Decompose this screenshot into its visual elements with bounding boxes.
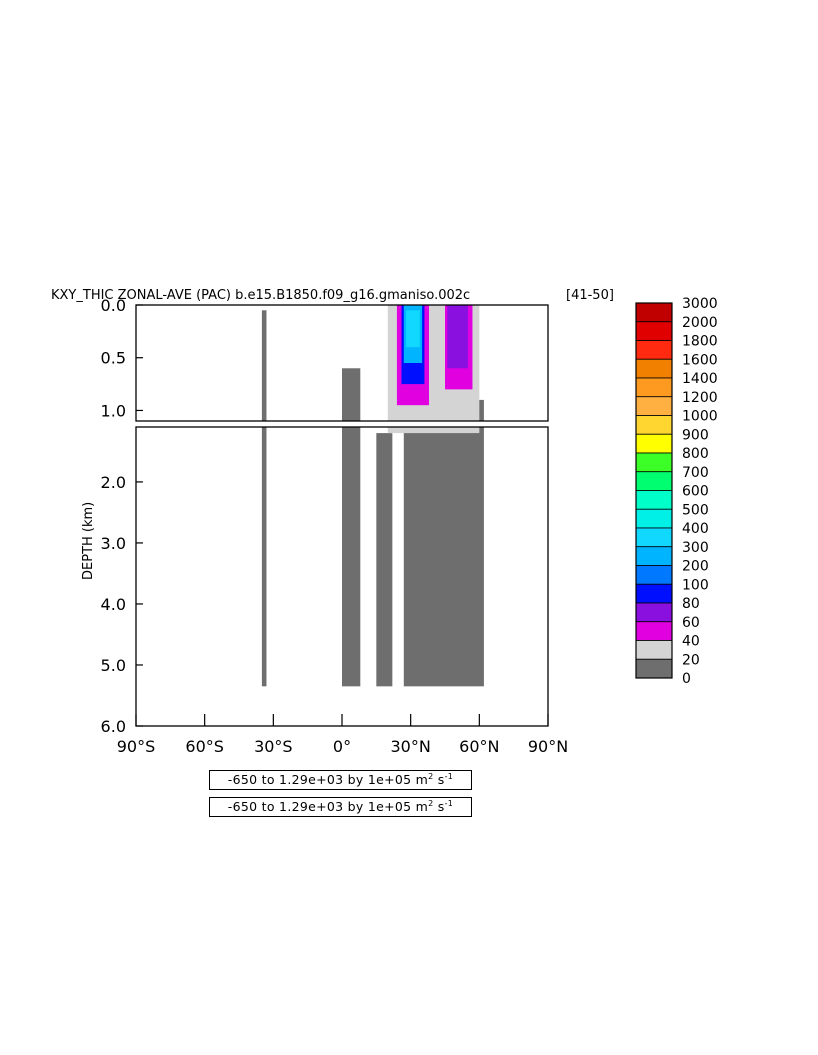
colorbar-swatch-12 (635, 527, 673, 548)
info-box-1-exp2: -1 (444, 771, 454, 781)
colorbar-swatch-7 (635, 433, 673, 454)
y-tick-label-lower-4: 6.0 (101, 717, 126, 736)
colorbar-swatch-11 (635, 508, 673, 529)
y-tick-label-upper-1: 0.5 (101, 349, 126, 368)
x-tick-label-1: 60°S (185, 737, 224, 756)
y-tick-label-lower-3: 5.0 (101, 656, 126, 675)
colorbar-swatch-16 (635, 602, 673, 623)
info-box-1-tail: s (433, 772, 445, 787)
colorbar-swatch-17 (635, 621, 673, 641)
colorbar-swatch-2 (635, 340, 673, 360)
colorbar-label-4: 1400 (682, 371, 718, 387)
colorbar: 3000200018001600140012001000900800700600… (635, 296, 718, 687)
info-box-2-tail: s (433, 799, 445, 814)
region-3-lower (261, 427, 267, 687)
colorbar-swatch-19 (635, 658, 673, 679)
colorbar-swatch-5 (635, 396, 673, 416)
colorbar-label-16: 80 (682, 596, 700, 612)
colorbar-swatch-13 (635, 546, 673, 566)
y-axis-label: DEPTH (km) (81, 502, 96, 580)
colorbar-swatch-9 (635, 471, 673, 491)
y-tick-label-upper-0: 0.0 (101, 296, 126, 315)
colorbar-swatch-0 (635, 302, 673, 323)
colorbar-swatch-15 (635, 583, 673, 604)
region-10-upper (406, 310, 420, 348)
info-box-2-exp: 2 (428, 798, 434, 808)
colorbar-label-8: 800 (682, 446, 709, 462)
colorbar-label-12: 400 (682, 521, 709, 537)
colorbar-label-5: 1200 (682, 390, 718, 406)
x-tick-label-2: 30°S (254, 737, 293, 756)
region-2-lower (376, 433, 393, 687)
y-tick-label-lower-0: 2.0 (101, 473, 126, 492)
colorbar-swatch-18 (635, 640, 673, 660)
info-box-2-exp2: -1 (444, 798, 454, 808)
y-tick-label-lower-2: 4.0 (101, 595, 126, 614)
colorbar-label-0: 3000 (682, 296, 718, 312)
colorbar-label-10: 600 (682, 484, 709, 500)
chart-title-suffix: [41-50] (566, 288, 614, 303)
info-box-2: -650 to 1.29e+03 by 1e+05 m2 s-1 (209, 797, 472, 817)
colorbar-frame (635, 302, 673, 679)
x-tick-label-6: 90°N (528, 737, 568, 756)
colorbar-label-1: 2000 (682, 315, 718, 331)
upper-panel-field (261, 305, 484, 421)
colorbar-label-7: 900 (682, 427, 709, 443)
colorbar-label-14: 200 (682, 559, 709, 575)
x-tick-label-3: 0° (333, 737, 351, 756)
colorbar-swatch-4 (635, 377, 673, 398)
x-tick-label-4: 30°N (391, 737, 431, 756)
colorbar-swatch-8 (635, 452, 673, 473)
colorbar-swatch-3 (635, 358, 673, 379)
colorbar-swatch-1 (635, 321, 673, 341)
region-7-upper (447, 305, 468, 369)
info-box-1: -650 to 1.29e+03 by 1e+05 m2 s-1 (209, 770, 472, 790)
chart-title-text: KXY_THIC ZONAL-AVE (PAC) b.e15.B1850.f09… (51, 288, 470, 303)
colorbar-label-9: 700 (682, 465, 709, 481)
x-axis: 90°S 60°S 30°S 0° 30°N 60°N 90°N (117, 714, 568, 756)
upper-panel-frame (135, 304, 549, 422)
y-tick-label-upper-2: 1.0 (101, 401, 126, 420)
info-box-1-range: -650 to 1.29e+03 by 1e+05 m (227, 772, 429, 787)
colorbar-swatch-14 (635, 565, 673, 585)
region-0-lower (403, 427, 484, 687)
x-tick-label-5: 60°N (459, 737, 499, 756)
colorbar-swatch-6 (635, 415, 673, 435)
colorbar-label-19: 20 (682, 652, 700, 668)
chart-title: KXY_THIC ZONAL-AVE (PAC) b.e15.B1850.f09… (51, 288, 614, 303)
colorbar-label-18: 40 (682, 634, 700, 650)
colorbar-label-20: 0 (682, 671, 691, 687)
info-box-2-range: -650 to 1.29e+03 by 1e+05 m (227, 799, 429, 814)
region-1-lower (342, 427, 361, 687)
x-tick-label-0: 90°S (117, 737, 156, 756)
region-4-lower (387, 427, 480, 434)
region-1-upper (342, 368, 361, 421)
colorbar-label-11: 500 (682, 502, 709, 518)
colorbar-swatch-10 (635, 490, 673, 510)
region-3-upper (261, 310, 267, 421)
colorbar-label-13: 300 (682, 540, 709, 556)
colorbar-label-17: 60 (682, 615, 700, 631)
info-box-1-exp: 2 (428, 771, 434, 781)
colorbar-label-15: 100 (682, 577, 709, 593)
y-tick-label-lower-1: 3.0 (101, 534, 126, 553)
colorbar-label-3: 1600 (682, 352, 718, 368)
colorbar-label-6: 1000 (682, 409, 718, 425)
colorbar-label-2: 1800 (682, 334, 718, 350)
y-axis: 0.0 0.5 1.0 2.0 3.0 4.0 5.0 6.0 (101, 296, 143, 736)
lower-panel-field (261, 427, 484, 687)
